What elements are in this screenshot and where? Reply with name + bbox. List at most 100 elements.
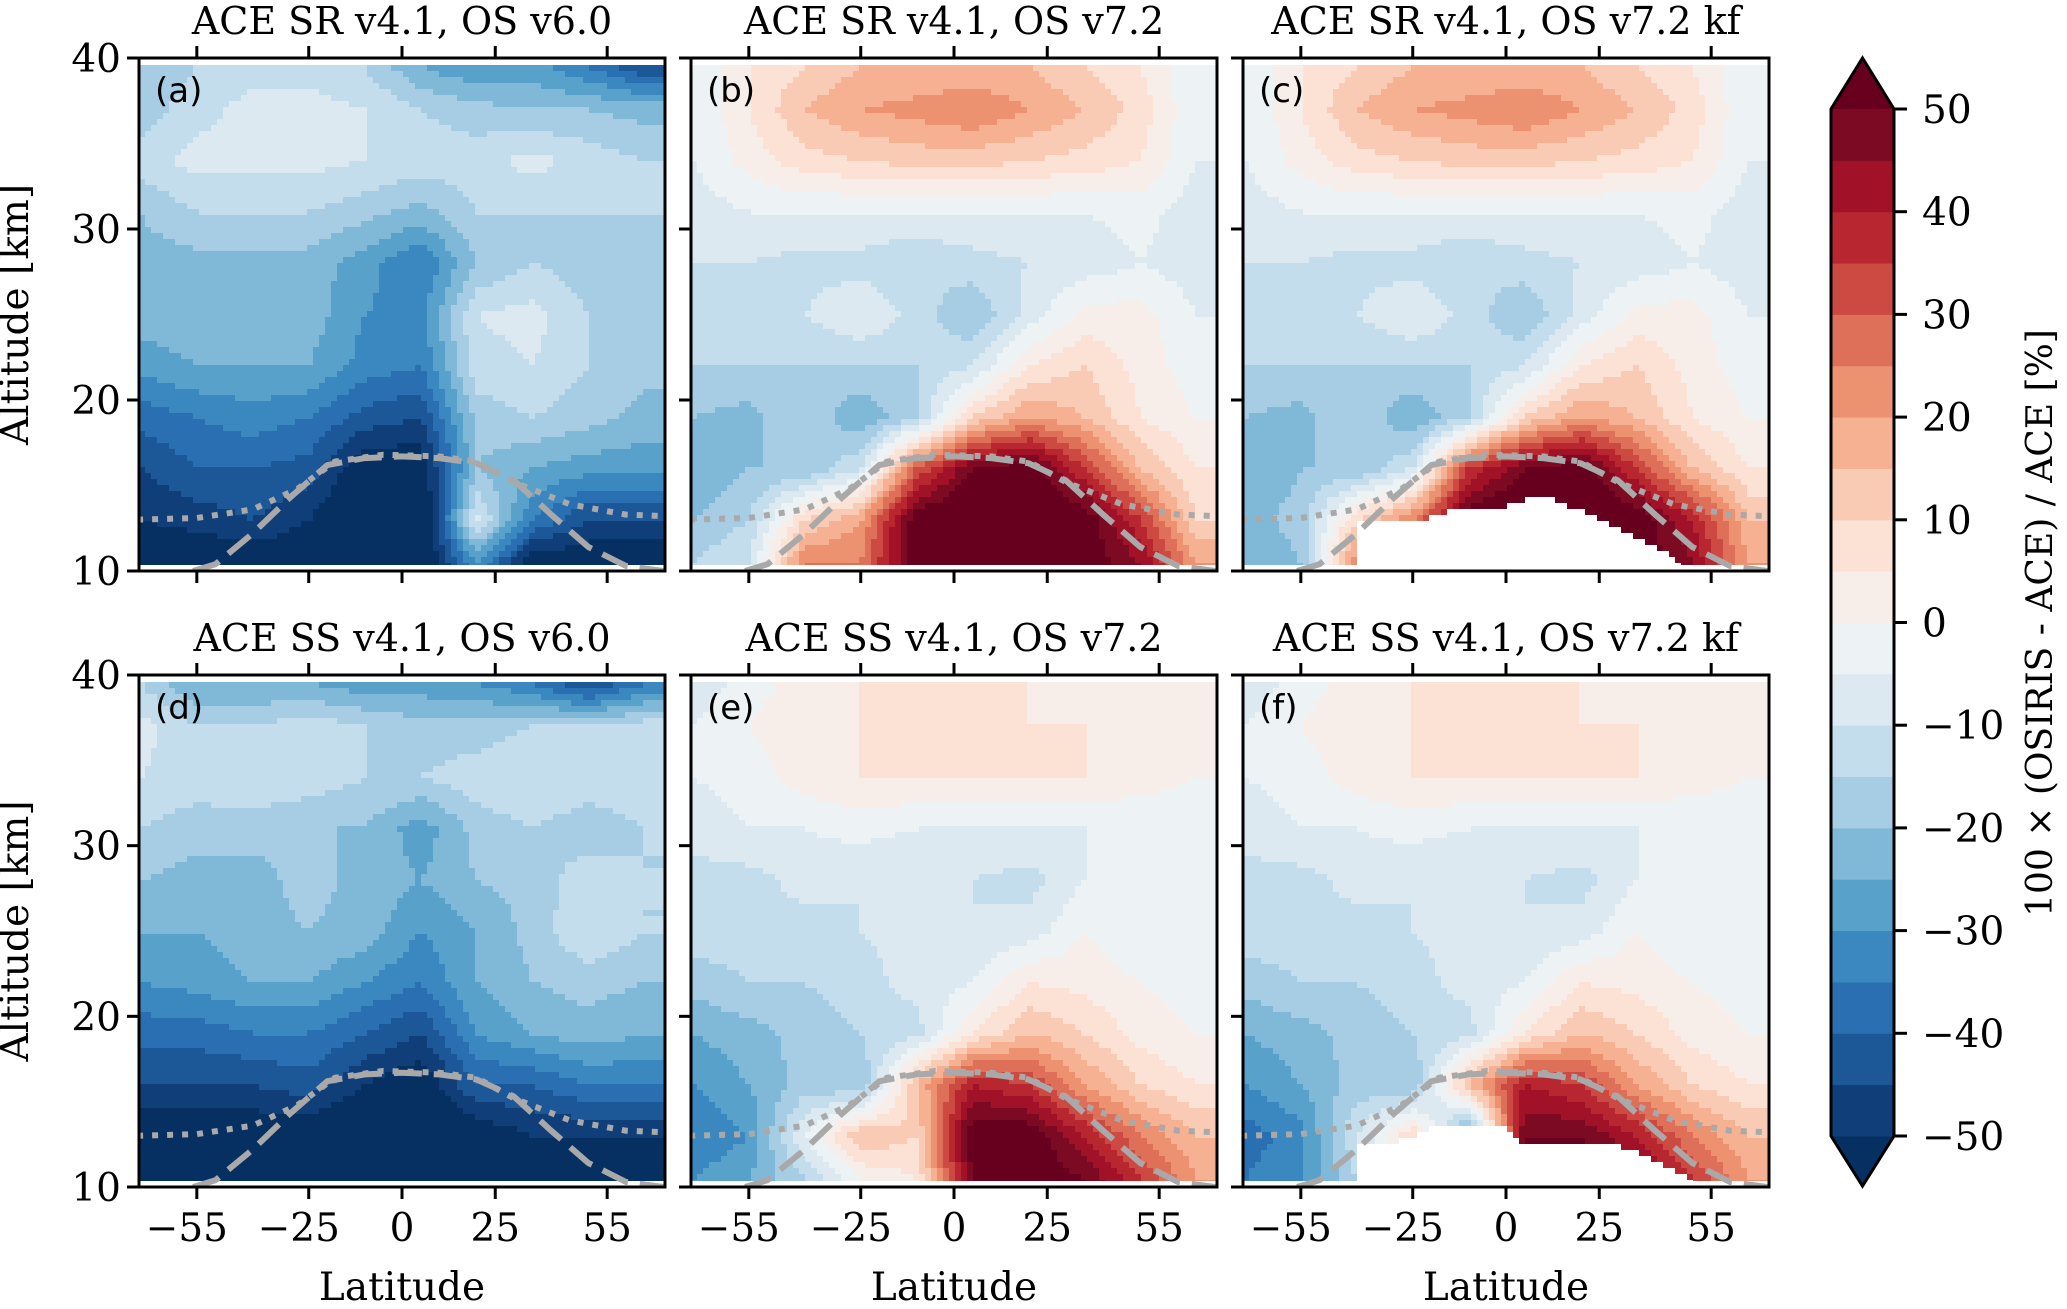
contour-cell [1315, 1119, 1334, 1127]
contour-cell [931, 436, 944, 444]
contour-cell [433, 939, 476, 947]
contour-cell [379, 184, 458, 192]
contour-cell [1525, 879, 1598, 887]
contour-cell [691, 142, 728, 150]
contour-cell [439, 1083, 458, 1091]
contour-cell [157, 723, 368, 731]
contour-cell [943, 1131, 950, 1139]
contour-cell [1183, 448, 1218, 456]
contour-cell [859, 705, 1028, 713]
contour-cell [901, 562, 908, 565]
contour-cell [1543, 1011, 1574, 1019]
contour-cell [139, 130, 146, 138]
contour-cell [1543, 364, 1562, 372]
contour-cell [1441, 1095, 1460, 1103]
contour-cell [139, 681, 146, 689]
contour-cell [1243, 304, 1364, 312]
contour-cell [943, 1101, 956, 1109]
contour-cell [1267, 190, 1394, 198]
contour-cell [691, 1035, 704, 1043]
contour-cell [517, 927, 554, 935]
contour-cell [691, 909, 860, 917]
contour-cell [1303, 70, 1352, 78]
contour-cell [961, 400, 974, 408]
contour-cell [1171, 430, 1218, 438]
contour-cell [1003, 328, 1022, 336]
contour-cell [1567, 502, 1634, 510]
contour-cell [1615, 88, 1664, 96]
contour-cell [775, 1167, 800, 1175]
contour-cell [1645, 496, 1664, 504]
contour-cell [1273, 795, 1370, 803]
contour-cell [139, 496, 194, 504]
contour-field [139, 64, 666, 565]
contour-cell [457, 424, 464, 432]
contour-cell [427, 987, 458, 995]
contour-cell [1117, 232, 1154, 240]
contour-cell [889, 514, 896, 522]
contour-cell [1711, 268, 1770, 276]
contour-cell [337, 825, 398, 833]
contour-cell [763, 699, 860, 707]
contour-cell [889, 448, 896, 456]
contour-cell [1513, 1017, 1538, 1025]
contour-cell [1075, 100, 1124, 108]
contour-cell [691, 879, 782, 887]
contour-cell [895, 304, 938, 312]
contour-cell [955, 1179, 962, 1181]
contour-cell [139, 1107, 260, 1115]
contour-cell [1471, 1113, 1478, 1121]
contour-cell [931, 1035, 944, 1043]
contour-cell [139, 735, 158, 743]
panel-e: ACE SS v4.1, OS v7.2(e)−55 −25 0 25 55Latitu… [679, 616, 1219, 1309]
contour-cell [439, 328, 452, 336]
contour-cell [475, 544, 482, 552]
contour-cell [433, 358, 446, 366]
contour-cell [1099, 532, 1118, 540]
contour-cell [889, 1083, 902, 1091]
contour-cell [1003, 412, 1082, 420]
contour-cell [1555, 412, 1634, 420]
contour-cell [1495, 1011, 1520, 1019]
contour-cell [1051, 352, 1118, 360]
contour-cell [1477, 1113, 1484, 1121]
contour-cell [313, 478, 338, 486]
contour-cell [487, 550, 500, 558]
contour-cell [1333, 885, 1526, 893]
contour-cell [139, 172, 666, 180]
contour-cell [877, 1065, 890, 1073]
contour-cell [451, 490, 458, 498]
contour-cell [775, 687, 860, 695]
contour-cell [1411, 765, 1640, 773]
contour-cell [637, 819, 666, 827]
contour-cell [1453, 1053, 1466, 1061]
contour-cell [1243, 172, 1256, 180]
contour-cell [943, 1005, 974, 1013]
contour-cell [139, 82, 182, 90]
contour-cell [1315, 532, 1322, 540]
contour-cell [967, 1125, 1040, 1133]
contour-cell [403, 891, 440, 899]
contour-cell [907, 556, 1112, 564]
contour-cell [445, 424, 458, 432]
contour-cell [871, 1065, 878, 1073]
contour-cell [139, 292, 332, 300]
contour-cell [691, 166, 698, 174]
contour-cell [1573, 430, 1592, 438]
contour-cell [751, 70, 800, 78]
contour-cell [1435, 478, 1442, 486]
contour-cell [1657, 130, 1700, 138]
contour-cell [1501, 412, 1514, 420]
contour-cell [469, 298, 530, 306]
contour-cell [1699, 466, 1724, 474]
contour-cell [475, 1029, 530, 1037]
contour-cell [457, 1029, 476, 1037]
contour-cell [1465, 430, 1478, 438]
contour-cell [1279, 1053, 1334, 1061]
contour-cell [1297, 478, 1334, 486]
contour-cell [463, 76, 584, 84]
contour-cell [883, 1059, 896, 1067]
contour-cell [1147, 250, 1218, 258]
contour-cell [1465, 999, 1502, 1007]
contour-cell [1117, 436, 1142, 444]
